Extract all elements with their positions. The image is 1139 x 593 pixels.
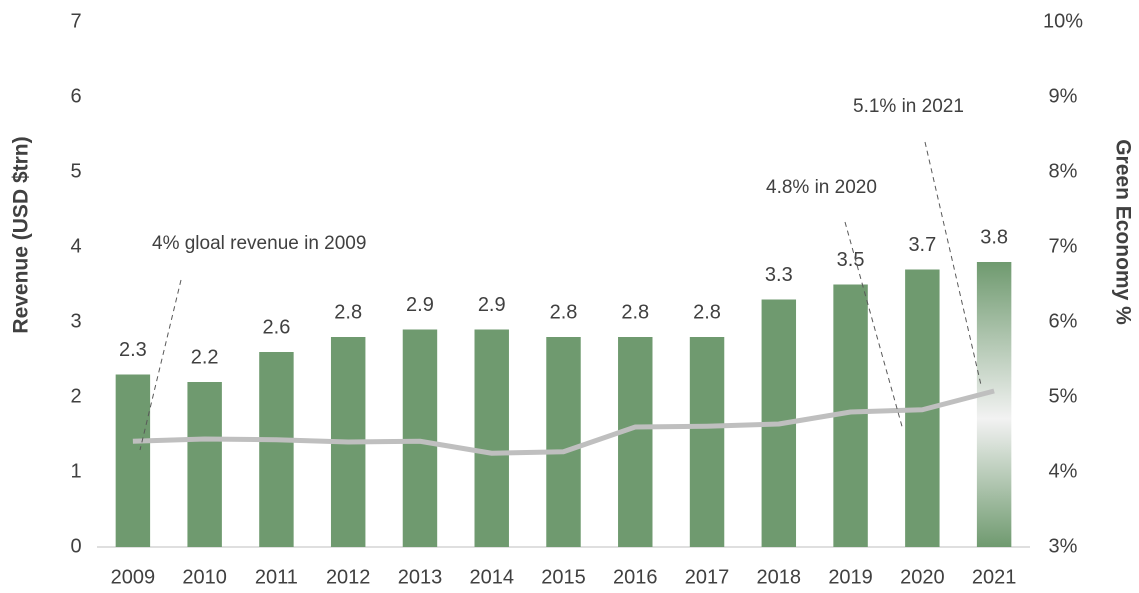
data-label: 2.8 <box>693 301 721 323</box>
bar <box>546 337 581 547</box>
y2-tick-label: 3% <box>1049 535 1078 557</box>
annotation: 4% gloal revenue in 2009 <box>152 233 366 254</box>
y2-axis-title: Green Economy % <box>1111 139 1134 325</box>
bar <box>976 262 1012 547</box>
bar <box>115 374 151 547</box>
y-axis-title: Revenue (USD $trn) <box>10 136 33 333</box>
bar <box>474 329 509 547</box>
x-tick-label: 2020 <box>900 566 945 588</box>
data-label: 2.9 <box>478 294 506 316</box>
data-label: 2.2 <box>191 346 219 368</box>
x-tick-label: 2016 <box>613 566 658 588</box>
bar <box>402 329 438 547</box>
data-label: 2.9 <box>406 294 434 316</box>
data-label: 2.8 <box>334 301 362 323</box>
x-tick-label: 2015 <box>541 566 586 588</box>
data-label: 2.6 <box>263 316 291 338</box>
y2-tick-label: 4% <box>1049 460 1078 482</box>
annotation-leader <box>924 141 982 386</box>
y-tick-label: 7 <box>70 10 81 32</box>
bar <box>618 337 653 547</box>
data-label: 3.8 <box>980 226 1008 248</box>
data-label: 2.8 <box>550 301 578 323</box>
x-tick-label: 2013 <box>398 566 443 588</box>
y2-tick-label: 9% <box>1049 85 1078 107</box>
y2-tick-label: 5% <box>1049 385 1078 407</box>
data-label: 2.3 <box>119 339 147 361</box>
y-tick-label: 4 <box>70 235 81 257</box>
bar <box>187 382 222 547</box>
bar <box>259 352 294 547</box>
x-tick-label: 2014 <box>469 566 514 588</box>
x-tick-label: 2012 <box>326 566 371 588</box>
annotation: 4.8% in 2020 <box>766 177 877 198</box>
y-tick-label: 0 <box>70 535 81 557</box>
y-tick-label: 3 <box>70 310 81 332</box>
y-tick-label: 1 <box>70 460 81 482</box>
x-tick-label: 2021 <box>972 566 1017 588</box>
annotation-leader <box>139 279 182 451</box>
y2-tick-label: 7% <box>1049 235 1078 257</box>
x-tick-label: 2019 <box>828 566 873 588</box>
x-tick-label: 2017 <box>685 566 730 588</box>
data-label: 2.8 <box>621 301 649 323</box>
y-tick-label: 2 <box>70 385 81 407</box>
data-label: 3.5 <box>837 249 865 271</box>
line <box>132 388 995 456</box>
y2-tick-label: 10% <box>1043 10 1083 32</box>
y2-tick-label: 8% <box>1049 160 1078 182</box>
x-tick-label: 2009 <box>111 566 156 588</box>
x-tick-label: 2018 <box>757 566 802 588</box>
x-tick-label: 2010 <box>182 566 227 588</box>
y2-tick-label: 6% <box>1049 310 1078 332</box>
y-tick-label: 5 <box>70 160 81 182</box>
annotation: 5.1% in 2021 <box>853 96 964 117</box>
data-label: 3.3 <box>765 264 793 286</box>
x-tick-label: 2011 <box>255 566 298 588</box>
bar <box>689 337 725 547</box>
y-tick-label: 6 <box>70 85 81 107</box>
data-label: 3.7 <box>908 234 936 256</box>
